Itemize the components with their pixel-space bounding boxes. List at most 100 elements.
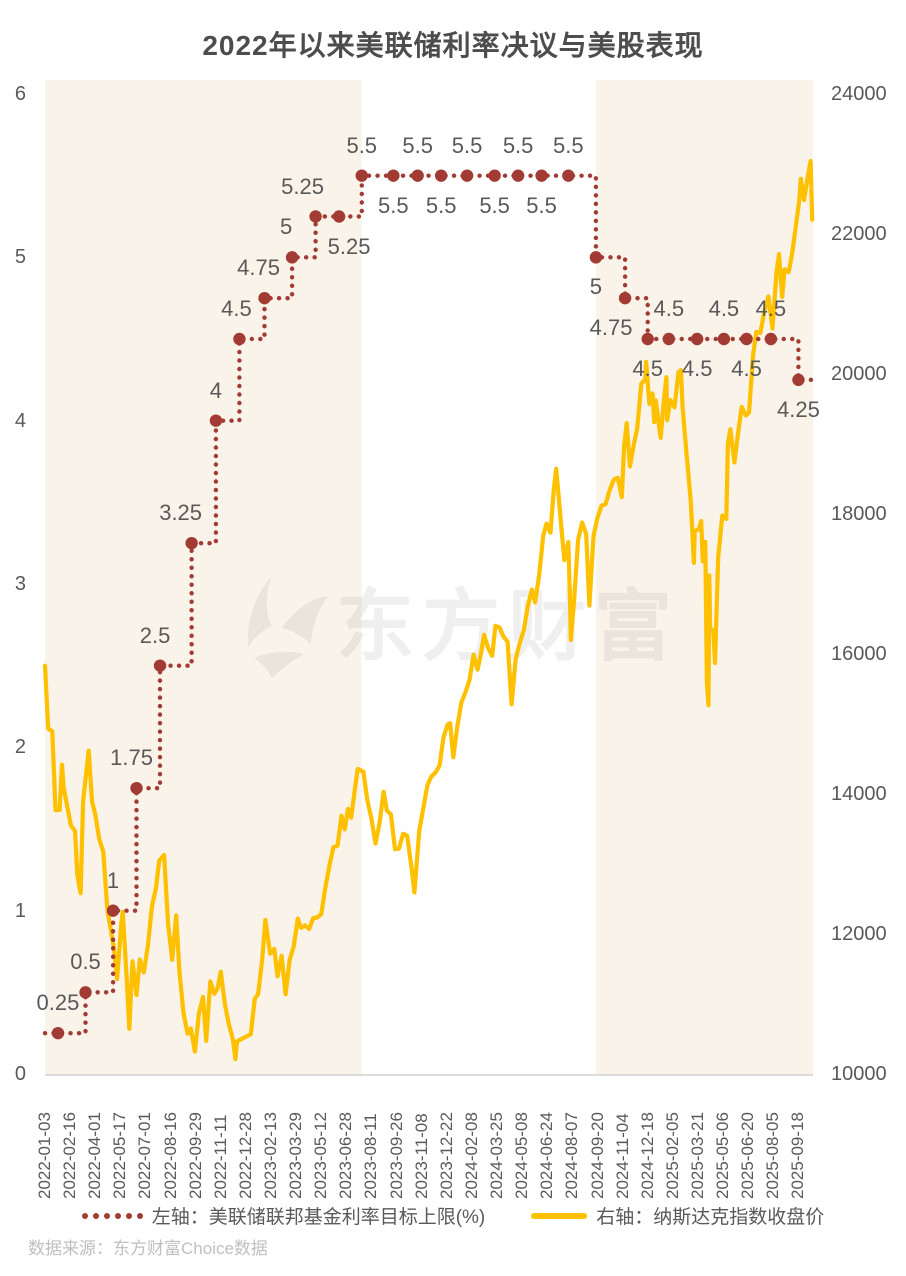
x-axis-tick: 2024-06-24 <box>537 1112 557 1199</box>
x-axis-tick: 2025-02-05 <box>662 1112 682 1199</box>
fomc-decision-dot <box>618 291 632 305</box>
nasdaq-line <box>42 158 815 1062</box>
rate-data-label: 5.5 <box>378 192 409 218</box>
dotted-line-swatch <box>81 1212 143 1219</box>
fomc-decision-dot <box>411 169 424 182</box>
fomc-decision-dot <box>387 169 400 182</box>
x-axis-tick: 2022-07-01 <box>135 1112 155 1199</box>
x-axis-tick: 2023-03-29 <box>286 1112 306 1199</box>
right-axis-tick: 18000 <box>831 503 887 525</box>
x-axis-tick: 2024-12-18 <box>637 1112 657 1199</box>
rate-data-label: 5.5 <box>346 132 378 158</box>
rate-data-label: 0.5 <box>70 949 101 975</box>
right-axis-tick: 16000 <box>831 643 887 665</box>
fomc-decision-dot <box>589 251 603 264</box>
rate-data-label: 4 <box>209 377 223 403</box>
fomc-decision-dot <box>153 659 167 672</box>
fomc-decision-dot <box>764 332 778 346</box>
x-axis-tick: 2022-04-01 <box>85 1112 105 1199</box>
x-axis-tick: 2023-02-13 <box>261 1112 281 1199</box>
fomc-decision-dot <box>690 332 704 346</box>
x-axis-tick: 2022-08-16 <box>160 1112 180 1199</box>
rate-data-label: 5.5 <box>451 132 483 158</box>
rate-data-label: 5 <box>279 214 293 240</box>
rate-data-label: 1 <box>106 867 120 893</box>
rate-data-label: 5.5 <box>479 192 510 218</box>
x-axis-tick: 2025-06-20 <box>738 1112 758 1199</box>
legend-item: 左轴：美联储联邦基金利率目标上限(%) <box>81 1202 485 1229</box>
fomc-decision-dot <box>562 169 575 182</box>
rate-data-label: 5.5 <box>553 132 584 158</box>
fomc-decision-dot <box>309 210 322 223</box>
plot-band <box>361 80 596 1074</box>
legend: 左轴：美联储联邦基金利率目标上限(%) 右轴：纳斯达克指数收盘价 <box>0 1202 906 1229</box>
rate-data-label: 5 <box>589 274 602 300</box>
fomc-decision-dot <box>79 986 92 999</box>
fomc-decision-dot <box>535 169 548 182</box>
left-axis-tick: 4 <box>14 409 26 432</box>
left-axis-tick: 5 <box>14 246 26 269</box>
rate-data-label: 1.75 <box>110 745 153 771</box>
rate-data-label: 3.25 <box>159 500 203 526</box>
fomc-decision-dot <box>258 291 271 305</box>
x-axis-tick: 2022-12-28 <box>235 1112 255 1199</box>
x-axis-tick: 2025-05-06 <box>713 1112 733 1199</box>
rate-data-label: 5.5 <box>502 132 534 158</box>
fomc-decision-dot <box>355 169 368 182</box>
rate-data-label: 5.5 <box>526 192 557 218</box>
plot-band <box>45 80 362 1074</box>
fomc-decision-dot <box>185 536 198 550</box>
right-axis-tick: 10000 <box>831 1063 887 1085</box>
x-axis-tick: 2025-03-21 <box>687 1112 707 1199</box>
fomc-decision-dot <box>209 414 223 427</box>
fomc-decision-dot <box>488 169 501 182</box>
left-axis-tick: 1 <box>14 899 26 922</box>
rate-data-label: 4.25 <box>776 396 820 422</box>
page-title: 2022年以来美联储利率决议与美股表现 <box>202 30 704 61</box>
rate-data-label: 4.75 <box>589 315 633 341</box>
x-axis-tick: 2022-01-03 <box>35 1112 54 1199</box>
right-axis-tick: 20000 <box>831 363 887 385</box>
x-axis-tick: 2024-09-20 <box>587 1112 607 1199</box>
x-axis-tick: 2022-09-29 <box>185 1112 205 1199</box>
fomc-decision-dot <box>434 169 448 182</box>
right-axis-tick: 22000 <box>831 223 887 245</box>
rate-data-label: 5.25 <box>281 173 324 199</box>
rate-data-label: 4.5 <box>681 356 713 381</box>
fomc-decision-dot <box>662 332 675 346</box>
x-axis-tick: 2024-02-08 <box>461 1112 481 1199</box>
right-axis-tick: 14000 <box>831 783 887 805</box>
solid-line-swatch <box>531 1212 588 1219</box>
x-axis-tick: 2025-09-18 <box>788 1112 808 1199</box>
fomc-decision-dot <box>285 251 299 264</box>
legend-item: 右轴：纳斯达克指数收盘价 <box>531 1202 824 1229</box>
source-note: 数据来源：东方财富Choice数据 <box>28 1239 268 1258</box>
fomc-decision-dot <box>130 781 143 795</box>
rate-data-label: 4.5 <box>755 296 787 321</box>
x-axis-tick: 2025-08-05 <box>763 1112 783 1199</box>
right-axis-tick: 24000 <box>831 83 887 105</box>
x-axis-tick: 2022-05-17 <box>110 1112 130 1199</box>
rate-data-label: 4.5 <box>708 296 740 321</box>
left-axis-tick: 0 <box>14 1063 26 1085</box>
rate-data-label: 4.5 <box>221 296 252 321</box>
x-axis-tick: 2023-05-12 <box>311 1112 331 1199</box>
rate-data-label: 5.25 <box>327 233 371 259</box>
left-axis-tick: 2 <box>14 736 26 759</box>
x-axis-tick: 2023-09-26 <box>386 1112 406 1199</box>
x-axis-tick: 2024-11-04 <box>612 1113 632 1199</box>
x-axis-tick: 2023-11-08 <box>411 1113 431 1199</box>
fed-rate-line <box>42 173 816 1036</box>
fomc-decision-dot <box>332 210 346 223</box>
right-axis-tick: 12000 <box>831 923 887 945</box>
fomc-decision-dot <box>792 373 805 387</box>
rate-data-label: 4.5 <box>653 296 685 321</box>
rate-data-label: 0.25 <box>36 990 80 1016</box>
left-axis-tick: 6 <box>14 83 26 105</box>
fomc-decision-dot <box>106 904 120 917</box>
fomc-decision-dot <box>641 332 654 346</box>
legend-label: 右轴：纳斯达克指数收盘价 <box>596 1207 825 1228</box>
